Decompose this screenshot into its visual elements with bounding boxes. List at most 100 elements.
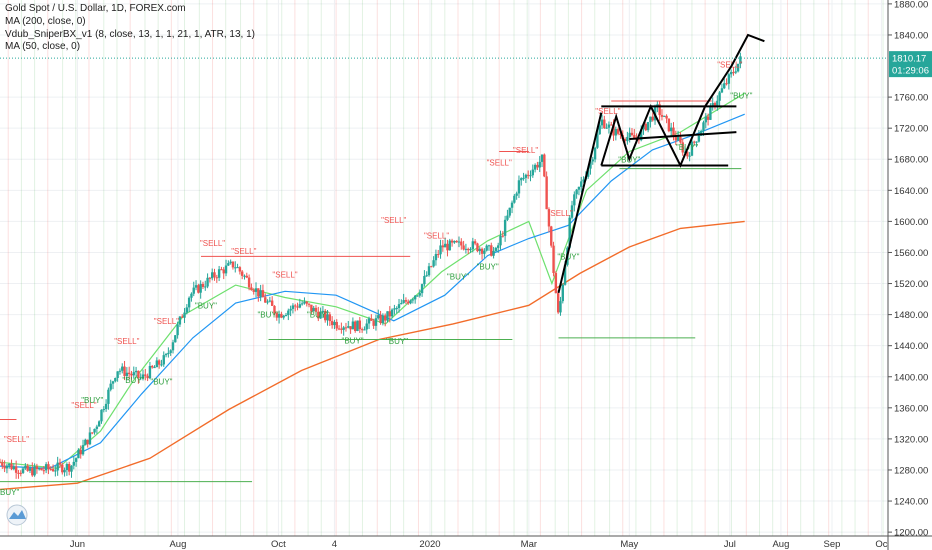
y-tick-label: 1760.00 xyxy=(894,93,928,104)
candle-body xyxy=(370,318,373,321)
candle-body xyxy=(268,300,272,302)
ma50-line xyxy=(0,113,745,470)
candle-body xyxy=(614,129,618,136)
candle-body xyxy=(63,469,66,473)
candle-body xyxy=(713,103,717,107)
candle-body xyxy=(26,465,29,471)
candle-body xyxy=(213,272,216,278)
candle-body xyxy=(739,56,742,64)
candle-body xyxy=(298,304,302,308)
signal-levels xyxy=(0,100,742,483)
candle-body xyxy=(259,290,262,297)
candle-body xyxy=(204,286,207,288)
candle-body xyxy=(439,245,442,255)
candle-body xyxy=(333,321,336,326)
candle-body xyxy=(247,277,251,288)
candle-body xyxy=(725,83,728,85)
candle-body xyxy=(732,72,735,74)
y-tick-label: 1240.00 xyxy=(894,497,928,508)
candle-body xyxy=(97,421,101,427)
candle-body xyxy=(360,329,364,331)
candle-body xyxy=(501,235,505,237)
candle-body xyxy=(547,209,551,227)
candle-body xyxy=(56,462,59,471)
candle-body xyxy=(658,104,661,116)
candle-body xyxy=(273,305,276,314)
y-tick-label: 1720.00 xyxy=(894,124,928,135)
candle-body xyxy=(681,142,684,153)
candle-body xyxy=(616,129,620,134)
candle-body xyxy=(706,116,710,120)
candle-body xyxy=(455,240,458,243)
candle-body xyxy=(344,327,348,329)
candle-body xyxy=(194,285,198,288)
candle-body xyxy=(222,269,225,274)
candle-body xyxy=(284,314,288,316)
candle-body xyxy=(377,315,380,319)
candle-body xyxy=(600,119,604,126)
candle-body xyxy=(464,248,468,250)
candle-body xyxy=(227,263,230,266)
candle-body xyxy=(28,468,32,471)
candle-body xyxy=(388,311,391,317)
candle-body xyxy=(533,164,537,170)
candle-body xyxy=(450,240,454,243)
buy-label: "BUY" xyxy=(81,396,103,405)
legend-ma200[interactable]: MA (200, close, 0) xyxy=(5,15,86,27)
candle-body xyxy=(522,177,525,179)
legend-title[interactable]: Gold Spot / U.S. Dollar, 1D, FOREX.com xyxy=(5,3,186,14)
candle-body xyxy=(395,308,398,310)
sell-label: "SELL" xyxy=(154,317,179,326)
candle-body xyxy=(118,370,122,372)
candle-body xyxy=(130,374,133,376)
candle-body xyxy=(121,366,124,371)
candle-body xyxy=(672,127,675,136)
sell-label: "SELL" xyxy=(595,107,620,116)
candle-body xyxy=(187,297,191,308)
candle-body xyxy=(381,315,385,323)
candle-body xyxy=(114,378,117,382)
candle-body xyxy=(669,127,673,132)
candle-body xyxy=(591,159,594,162)
legend-ma50[interactable]: MA (50, close, 0) xyxy=(5,41,81,53)
candle-body xyxy=(529,175,532,177)
candle-body xyxy=(649,116,652,123)
candle-body xyxy=(40,468,43,471)
candle-body xyxy=(305,301,308,304)
candle-body xyxy=(8,463,11,466)
candle-body xyxy=(409,300,412,304)
candle-body xyxy=(476,243,479,252)
candle-body xyxy=(420,284,424,294)
candle-body xyxy=(201,283,205,288)
candle-body xyxy=(217,269,221,278)
candle-body xyxy=(236,267,239,269)
candle-body xyxy=(467,248,470,251)
legend-sniper[interactable]: Vdub_SniperBX_v1 (8, close, 13, 1, 1, 21… xyxy=(5,28,255,40)
sell-label: "SELL" xyxy=(114,337,139,346)
x-tick-label: 2020 xyxy=(419,539,440,550)
candle-body xyxy=(550,226,553,246)
sell-label: "SELL" xyxy=(4,435,29,444)
x-tick-label: May xyxy=(620,539,638,550)
chart-legend: Gold Spot / U.S. Dollar, 1D, FOREX.com M… xyxy=(5,3,255,54)
candle-body xyxy=(720,88,724,93)
candle-body xyxy=(171,342,175,351)
x-tick-label: Aug xyxy=(169,539,186,550)
candle-body xyxy=(711,103,714,107)
candle-body xyxy=(234,267,237,269)
candle-body xyxy=(296,306,299,308)
candle-body xyxy=(160,364,163,366)
candle-body xyxy=(448,240,451,251)
candle-body xyxy=(74,458,78,462)
candle-body xyxy=(697,135,701,142)
sell-label: "SELL" xyxy=(272,270,297,279)
candle-body xyxy=(563,264,567,285)
candle-body xyxy=(386,311,389,321)
candle-body xyxy=(95,426,99,429)
candle-body xyxy=(270,300,274,306)
buy-label: "BUY" xyxy=(386,337,408,346)
candle-body xyxy=(245,275,248,278)
candle-body xyxy=(402,300,405,304)
candle-body xyxy=(702,122,705,131)
